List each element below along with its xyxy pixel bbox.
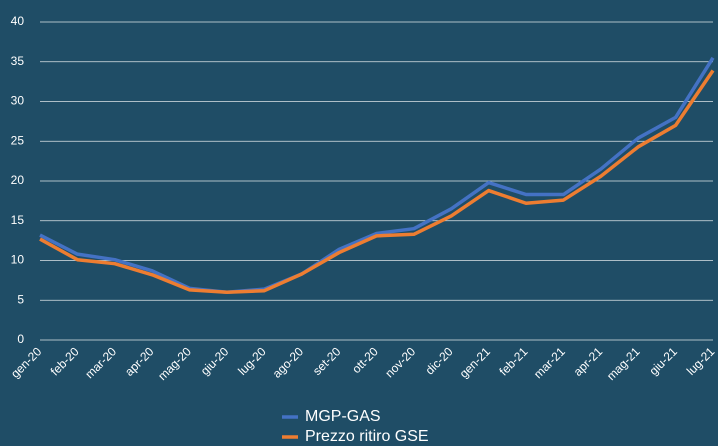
- x-tick-label: apr-21: [571, 344, 606, 379]
- legend: MGP-GAS Prezzo ritiro GSE: [282, 408, 429, 445]
- x-tick-label: gen-20: [8, 344, 45, 381]
- x-tick-label: lug-20: [235, 344, 269, 378]
- x-tick-label: lug-21: [684, 344, 718, 378]
- legend-label: Prezzo ritiro GSE: [305, 428, 429, 445]
- x-tick-label: mar-21: [531, 344, 568, 381]
- x-tick-label: giu-20: [198, 344, 232, 378]
- x-tick-label: mag-21: [604, 344, 643, 383]
- y-tick-label: 20: [11, 173, 25, 187]
- x-tick-label: nov-20: [382, 344, 418, 380]
- line-series: [39, 69, 715, 295]
- y-tick-label: 40: [11, 14, 25, 28]
- x-tick-label: mar-20: [82, 344, 119, 381]
- x-tick-label: set-20: [310, 344, 344, 378]
- legend-label: MGP-GAS: [305, 408, 381, 425]
- y-tick-label: 0: [17, 332, 24, 346]
- x-tick-label: giu-21: [646, 344, 680, 378]
- x-tick-label: feb-21: [496, 344, 530, 378]
- y-tick-label: 10: [11, 253, 25, 267]
- x-tick-label: dic-20: [423, 344, 456, 377]
- y-tick-label: 30: [11, 94, 25, 108]
- x-tick-label: feb-20: [48, 344, 82, 378]
- x-tick-label: mag-20: [155, 344, 194, 383]
- x-tick-label: gen-21: [457, 344, 494, 381]
- y-tick-label: 15: [11, 213, 25, 227]
- x-tick-label: apr-20: [122, 344, 157, 379]
- y-tick-label: 25: [11, 133, 25, 147]
- x-tick-label: ott-20: [349, 344, 381, 376]
- y-tick-label: 35: [11, 54, 25, 68]
- y-tick-label: 5: [17, 292, 24, 306]
- line-series: [39, 56, 715, 295]
- x-tick-label: ago-20: [270, 344, 307, 381]
